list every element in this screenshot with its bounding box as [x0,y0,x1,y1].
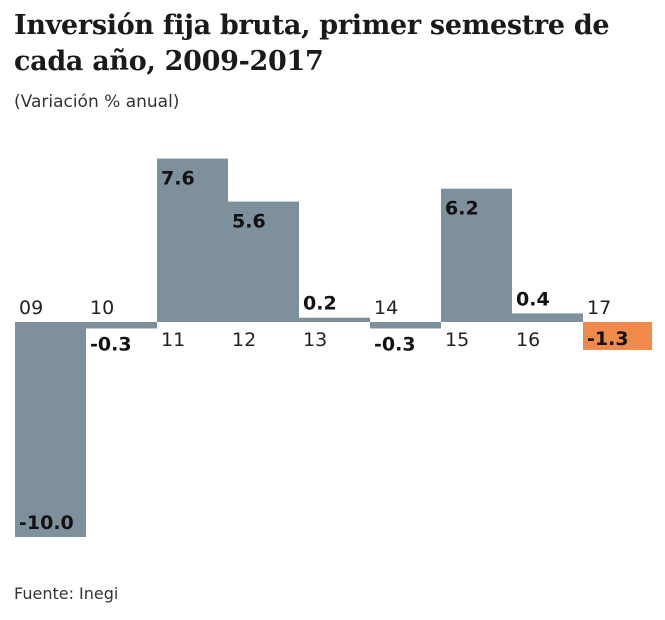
year-label: 17 [587,297,611,319]
year-label: 12 [232,329,256,351]
year-label: 09 [19,297,43,319]
value-label: 5.6 [232,211,266,233]
value-label: 0.2 [303,293,337,315]
bar-13 [299,317,370,322]
bar-12 [228,201,299,322]
value-label: -0.3 [90,333,132,355]
year-label: 10 [90,297,114,319]
year-label: 16 [516,329,540,351]
value-label: -0.3 [374,333,416,355]
bar-11 [157,158,228,322]
value-label: 7.6 [161,168,195,190]
chart-title: Inversión fija bruta, primer semestre de… [14,10,610,77]
value-label: -1.3 [587,328,629,350]
value-label: 0.4 [516,288,550,310]
bar-16 [512,313,583,322]
chart-subtitle: (Variación % anual) [14,92,180,112]
bar-17 [583,322,652,350]
year-label: 11 [161,329,185,351]
source-note: Fuente: Inegi [14,584,119,603]
year-label: 14 [374,297,398,319]
value-label: 6.2 [445,198,479,220]
value-label: -10.0 [19,512,74,534]
bar-10 [86,322,157,329]
year-label: 13 [303,329,327,351]
year-label: 15 [445,329,469,351]
bar-15 [441,188,512,322]
bar-09 [15,322,86,537]
bar-14 [370,322,441,329]
